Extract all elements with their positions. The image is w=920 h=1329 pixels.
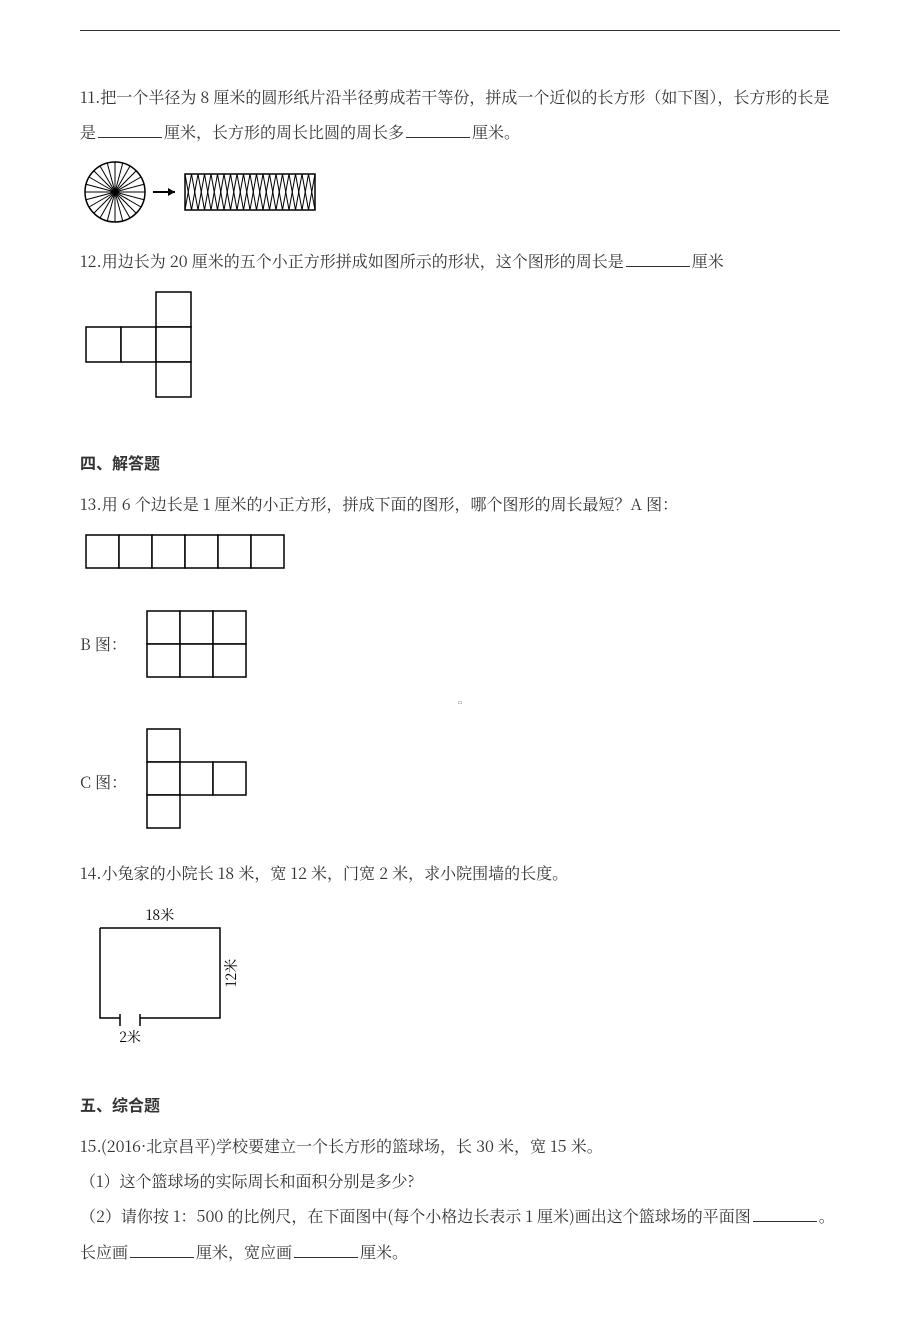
q15-prefix: 15. (80, 1134, 101, 1157)
q11-unit1: 厘米，长方形的周长比圆的周长多 (164, 120, 404, 143)
q15-part2-before: （2）请你按 1：500 的比例尺，在下面图中(每个小格边长表示 1 厘米)画出… (80, 1204, 751, 1227)
q15-part3-mid: 厘米，宽应画 (196, 1240, 292, 1263)
svg-text:2米: 2米 (119, 1027, 141, 1047)
q13-label-c: C 图： (80, 764, 127, 799)
q11-unit2: 厘米。 (472, 120, 520, 143)
q15-part3: 长应画 厘米，宽应画 厘米。 (80, 1234, 840, 1269)
q12-prefix: 12. (80, 249, 102, 272)
q11-blank2 (406, 121, 470, 138)
q14-figure: 18米 12米 2米 (80, 898, 840, 1069)
q11-line2: 是 厘米，长方形的周长比圆的周长多 厘米。 (80, 114, 840, 149)
q12-text: 12.用边长为 20 厘米的五个小正方形拼成如图所示的形状，这个图形的周长是 厘米 (80, 243, 840, 278)
q15-part3-after: 厘米。 (360, 1240, 408, 1263)
q13-text: 13.用 6 个边长是 1 厘米的小正方形，拼成下面的图形，哪个图形的周长最短？… (80, 486, 840, 521)
q15-blank-length (130, 1241, 194, 1258)
q12-blank (626, 250, 690, 267)
q12-figure (80, 286, 840, 427)
q13-label-b: B 图： (80, 626, 127, 661)
q14-text: 14.小兔家的小院长 18 米，宽 12 米，门宽 2 米，求小院围墙的长度。 (80, 855, 840, 890)
q11-prefix: 11. (80, 85, 100, 108)
q15-part2-after: 。 (819, 1204, 835, 1227)
q13-row-b: B 图： (80, 599, 840, 689)
q15-body: 学校要建立一个长方形的篮球场，长 30 米，宽 15 米。 (216, 1134, 603, 1157)
q12-unit: 厘米 (692, 249, 724, 272)
q13-figure-c (141, 717, 281, 847)
q13-body: 用 6 个边长是 1 厘米的小正方形，拼成下面的图形，哪个图形的周长最短？A 图… (102, 492, 678, 515)
q15-blank-plan (753, 1205, 817, 1222)
q11-blank1 (98, 121, 162, 138)
q15-part1: （1）这个篮球场的实际周长和面积分别是多少? (80, 1163, 840, 1198)
q12-body: 用边长为 20 厘米的五个小正方形拼成如图所示的形状，这个图形的周长是 (102, 249, 624, 272)
center-decoration: ▫ (80, 697, 840, 709)
q11-shi: 是 (80, 120, 96, 143)
q14-body: 小兔家的小院长 18 米，宽 12 米，门宽 2 米，求小院围墙的长度。 (102, 861, 568, 884)
q13-row-c: C 图： (80, 717, 840, 847)
q15-part2: （2）请你按 1：500 的比例尺，在下面图中(每个小格边长表示 1 厘米)画出… (80, 1198, 840, 1233)
q15-stem: 15.(2016·北京昌平)学校要建立一个长方形的篮球场，长 30 米，宽 15… (80, 1128, 840, 1163)
q11-text: 11.把一个半径为 8 厘米的圆形纸片沿半径剪成若干等份，拼成一个近似的长方形（… (80, 79, 840, 114)
q15-blank-width (294, 1241, 358, 1258)
q11-part1: 把一个半径为 8 厘米的圆形纸片沿半径剪成若干等份，拼成一个近似的长方形（如下图… (100, 85, 829, 108)
svg-text:12米: 12米 (221, 958, 241, 986)
q13-figure-b (141, 599, 281, 689)
q15-part3-before: 长应画 (80, 1240, 128, 1263)
q11-figure (80, 157, 840, 238)
q13-prefix: 13. (80, 492, 102, 515)
q13-figure-a (80, 529, 840, 590)
svg-text:18米: 18米 (146, 905, 174, 925)
q14-prefix: 14. (80, 861, 102, 884)
section5-title: 五、综合题 (80, 1087, 840, 1122)
q15-source: (2016·北京昌平) (101, 1134, 216, 1157)
top-rule (80, 30, 840, 31)
section4-title: 四、解答题 (80, 445, 840, 480)
